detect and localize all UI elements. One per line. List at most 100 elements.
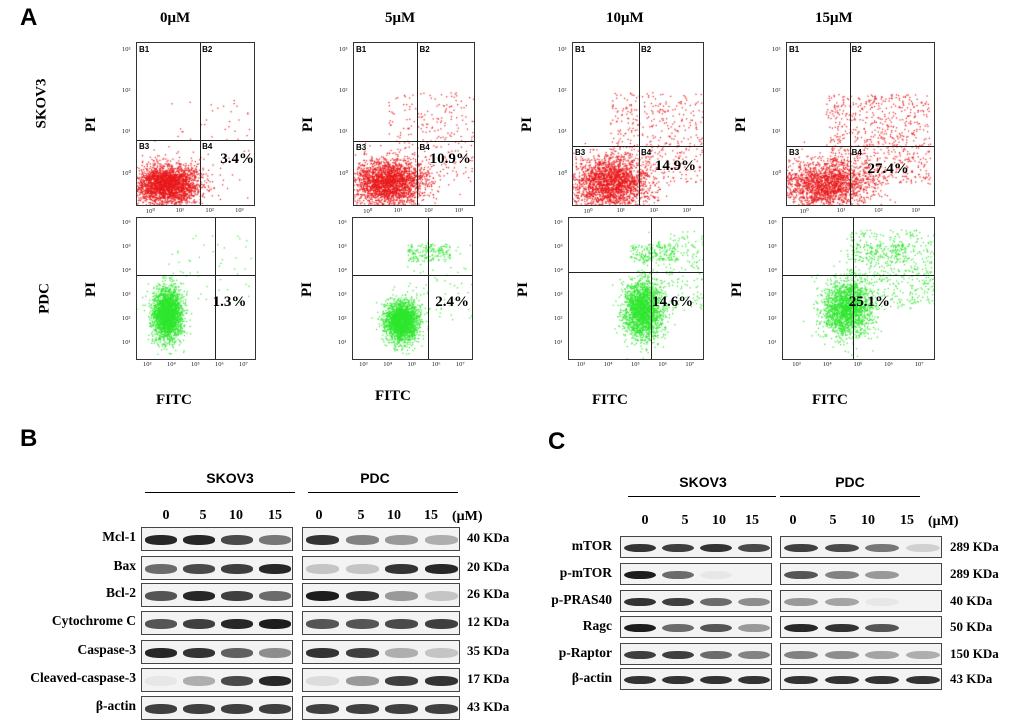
molecular-weight-label: 35 KDa bbox=[467, 643, 510, 658]
protein-label: Ragc bbox=[582, 618, 612, 633]
x-tick-label: 10³ bbox=[235, 207, 244, 214]
y-axis-label: PI bbox=[300, 116, 316, 132]
group-line bbox=[308, 492, 458, 493]
y-tick-label: 10¹ bbox=[772, 128, 781, 136]
protein-band bbox=[221, 564, 253, 574]
y-tick-label: 10³ bbox=[122, 290, 131, 298]
protein-band bbox=[700, 543, 732, 553]
conc-header-10: 10μM bbox=[606, 10, 644, 26]
blot-strip bbox=[141, 556, 293, 580]
skov3-flow-plot-2: B1 B2 B3 B4 14.9% bbox=[572, 42, 704, 206]
molecular-weight-label: 12 KDa bbox=[467, 614, 510, 629]
quadrant-label-b1: B1 bbox=[139, 45, 150, 54]
protein-band bbox=[424, 564, 458, 574]
lane-label: 15 bbox=[745, 513, 759, 528]
scatter-dots bbox=[353, 218, 472, 359]
protein-band bbox=[145, 704, 177, 714]
lane-label: 5 bbox=[829, 513, 837, 528]
protein-band bbox=[738, 543, 770, 553]
protein-band bbox=[259, 564, 291, 574]
apoptosis-percentage: 10.9% bbox=[429, 151, 471, 168]
protein-band bbox=[662, 650, 694, 660]
blot-strip bbox=[620, 668, 772, 690]
protein-band bbox=[624, 597, 656, 607]
skov3-flow-plot-3: B1 B2 B3 B4 27.4% bbox=[786, 42, 935, 206]
y-tick-label: 10⁰ bbox=[339, 170, 349, 178]
protein-band bbox=[865, 570, 900, 580]
x-tick-label: 10⁴ bbox=[167, 361, 176, 368]
lane-label: 10 bbox=[387, 508, 401, 523]
lane-label: 5 bbox=[199, 508, 207, 523]
lane-label: 0 bbox=[641, 513, 649, 528]
x-tick-label: 10⁴ bbox=[383, 361, 393, 368]
conc-header-15: 15μM bbox=[815, 10, 853, 26]
protein-band bbox=[221, 619, 253, 629]
y-tick-label: 10² bbox=[768, 314, 777, 322]
quadrant-label-b2: B2 bbox=[419, 45, 430, 54]
blot-strip bbox=[141, 668, 293, 692]
x-tick-label: 10⁶ bbox=[431, 361, 441, 368]
protein-band bbox=[824, 623, 859, 633]
blot-strip bbox=[780, 616, 942, 638]
scatter-dots bbox=[569, 218, 703, 359]
quadrant-gate-vertical bbox=[428, 218, 430, 359]
protein-band bbox=[662, 675, 694, 685]
apoptosis-percentage: 14.9% bbox=[654, 157, 697, 174]
y-tick-label: 10⁶ bbox=[768, 219, 777, 227]
x-tick-label: 10³ bbox=[576, 361, 586, 368]
protein-band bbox=[424, 676, 458, 686]
x-tick-label: 10¹ bbox=[175, 207, 185, 214]
protein-band bbox=[145, 676, 177, 686]
lane-label: 10 bbox=[712, 513, 726, 528]
protein-band bbox=[662, 623, 694, 633]
quadrant-gate-horizontal bbox=[137, 139, 254, 141]
scatter-dots bbox=[137, 218, 255, 359]
blot-strip bbox=[780, 668, 942, 690]
protein-label: Cytochrome C bbox=[51, 613, 136, 628]
pdc-flow-plot-2: 14.6% bbox=[568, 217, 704, 360]
molecular-weight-label: 26 KDa bbox=[467, 586, 510, 601]
quadrant-label-b1: B1 bbox=[575, 45, 586, 54]
x-tick-label: 10⁰ bbox=[363, 208, 373, 215]
y-axis-label: PI bbox=[519, 116, 535, 132]
x-tick-label: 10¹ bbox=[616, 207, 625, 214]
quadrant-label-b2: B2 bbox=[851, 45, 862, 54]
unit-label: (μM) bbox=[928, 514, 959, 529]
protein-label: p-Raptor bbox=[558, 645, 612, 660]
conc-header-0: 0μM bbox=[160, 10, 191, 26]
quadrant-gate-horizontal bbox=[787, 146, 934, 148]
protein-band bbox=[700, 597, 732, 607]
blot-strip bbox=[620, 643, 772, 665]
protein-band bbox=[624, 570, 656, 580]
protein-band bbox=[624, 675, 656, 685]
molecular-weight-label: 43 KDa bbox=[950, 671, 993, 686]
x-tick-label: 10³ bbox=[682, 207, 691, 214]
protein-band bbox=[259, 648, 291, 658]
y-tick-label: 10⁶ bbox=[122, 219, 131, 227]
y-tick-label: 10⁴ bbox=[122, 267, 131, 275]
protein-band bbox=[145, 535, 177, 545]
protein-band bbox=[784, 623, 819, 633]
quadrant-label-b4: B4 bbox=[419, 143, 430, 153]
quadrant-gate-horizontal bbox=[569, 272, 703, 274]
protein-band bbox=[145, 648, 177, 658]
y-tick-label: 10⁶ bbox=[338, 219, 347, 227]
y-tick-label: 10⁶ bbox=[554, 219, 563, 227]
blot-strip bbox=[302, 611, 460, 635]
protein-band bbox=[865, 675, 900, 685]
protein-band bbox=[784, 675, 819, 685]
protein-band bbox=[784, 597, 819, 607]
pdc-flow-plot-1: 2.4% bbox=[352, 217, 473, 360]
protein-band bbox=[306, 535, 340, 545]
blot-strip bbox=[302, 556, 460, 580]
x-tick-label: 10⁷ bbox=[239, 361, 248, 368]
y-tick-label: 10⁵ bbox=[122, 243, 131, 251]
blot-strip bbox=[780, 590, 942, 612]
protein-band bbox=[662, 597, 694, 607]
protein-band bbox=[259, 591, 291, 601]
protein-band bbox=[183, 564, 215, 574]
protein-band bbox=[865, 597, 900, 607]
apoptosis-percentage: 27.4% bbox=[867, 161, 909, 178]
protein-band bbox=[345, 704, 379, 714]
quadrant-gate-horizontal bbox=[137, 275, 255, 277]
